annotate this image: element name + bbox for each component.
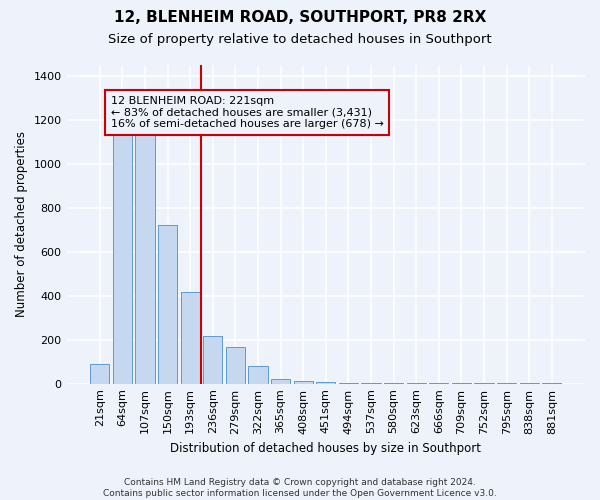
Text: Size of property relative to detached houses in Southport: Size of property relative to detached ho… (108, 32, 492, 46)
Text: 12, BLENHEIM ROAD, SOUTHPORT, PR8 2RX: 12, BLENHEIM ROAD, SOUTHPORT, PR8 2RX (114, 10, 486, 25)
Text: Contains HM Land Registry data © Crown copyright and database right 2024.
Contai: Contains HM Land Registry data © Crown c… (103, 478, 497, 498)
Bar (113, 131, 132, 384)
Y-axis label: Number of detached properties: Number of detached properties (15, 132, 28, 318)
Bar (181, 292, 200, 384)
X-axis label: Distribution of detached houses by size in Southport: Distribution of detached houses by size … (170, 442, 481, 455)
Bar (136, 130, 155, 384)
Bar (339, 382, 358, 384)
Bar (203, 336, 223, 384)
Bar (271, 380, 290, 384)
Bar (158, 226, 177, 384)
Bar (226, 348, 245, 384)
Bar (316, 382, 335, 384)
Bar (90, 364, 109, 384)
Bar (384, 383, 403, 384)
Bar (248, 366, 268, 384)
Bar (293, 382, 313, 384)
Text: 12 BLENHEIM ROAD: 221sqm
← 83% of detached houses are smaller (3,431)
16% of sem: 12 BLENHEIM ROAD: 221sqm ← 83% of detach… (111, 96, 384, 129)
Bar (361, 383, 380, 384)
